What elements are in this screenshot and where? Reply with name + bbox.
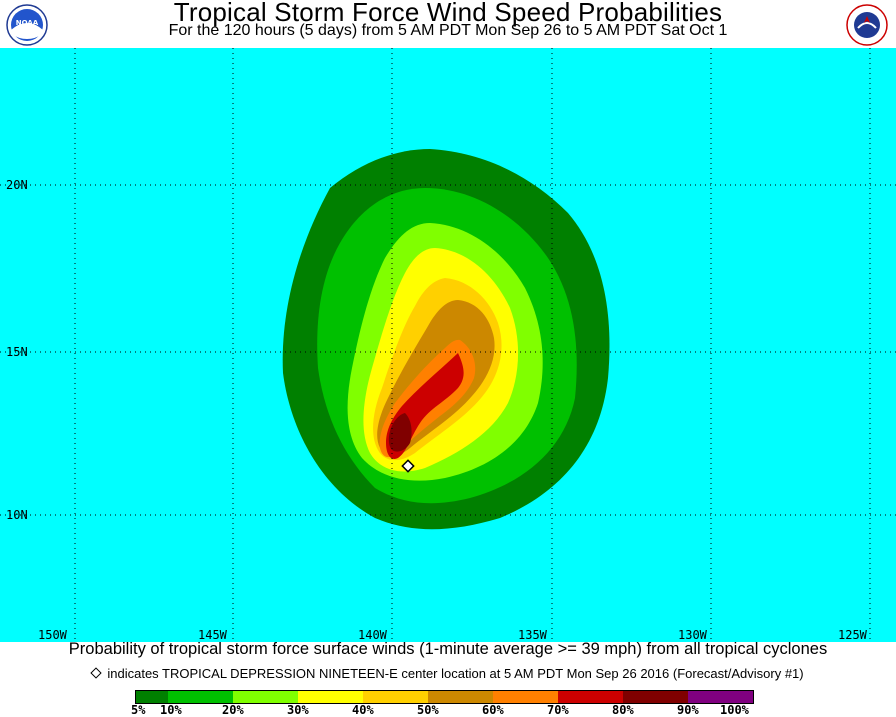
page-subtitle: For the 120 hours (5 days) from 5 AM PDT… <box>168 22 728 39</box>
map-canvas: 20N 15N 10N 150W 145W 140W 135W 130W 125… <box>0 48 896 642</box>
probability-map: 20N 15N 10N 150W 145W 140W 135W 130W 125… <box>0 48 896 642</box>
legend-colorbar <box>135 690 754 704</box>
legend-label: 70% <box>547 703 569 717</box>
legend-label: 10% <box>160 703 182 717</box>
legend-swatch <box>428 691 493 703</box>
svg-text:NOAA: NOAA <box>16 19 39 27</box>
lon-label: 150W <box>38 628 68 642</box>
longitude-labels: 150W 145W 140W 135W 130W 125W <box>38 628 868 642</box>
probability-field <box>282 149 610 530</box>
legend-swatch <box>168 691 233 703</box>
lat-lon-grid <box>0 48 896 642</box>
lon-label: 130W <box>678 628 708 642</box>
map-caption: Probability of tropical storm force surf… <box>68 640 828 658</box>
legend-swatch <box>493 691 558 703</box>
legend-label: 20% <box>222 703 244 717</box>
legend-label: 30% <box>287 703 309 717</box>
legend-label: 60% <box>482 703 504 717</box>
lat-label: 10N <box>6 508 28 522</box>
lat-label: 15N <box>6 345 28 359</box>
legend-label: 50% <box>417 703 439 717</box>
legend-swatch <box>623 691 688 703</box>
legend-label: 40% <box>352 703 374 717</box>
nws-logo-icon <box>846 4 888 46</box>
legend-swatch <box>363 691 428 703</box>
latitude-labels: 20N 15N 10N <box>6 178 28 522</box>
legend-label: 5% <box>131 703 146 717</box>
legend-swatch <box>558 691 623 703</box>
diamond-icon <box>90 667 103 679</box>
legend-swatch <box>233 691 298 703</box>
legend-swatch <box>136 691 168 703</box>
legend-label: 100% <box>720 703 749 717</box>
legend-label: 80% <box>612 703 634 717</box>
lon-label: 135W <box>518 628 548 642</box>
storm-center-note: indicates TROPICAL DEPRESSION NINETEEN-E… <box>0 666 896 681</box>
noaa-logo-icon: NOAA <box>6 4 48 46</box>
header: NOAA Tropical Storm Force Wind Speed Pro… <box>0 0 896 48</box>
page-title: Tropical Storm Force Wind Speed Probabil… <box>173 0 723 27</box>
legend-swatch <box>688 691 753 703</box>
storm-center-diamond-icon <box>401 459 415 473</box>
legend-swatch <box>298 691 363 703</box>
lon-label: 140W <box>358 628 388 642</box>
legend-label: 90% <box>677 703 699 717</box>
contour-80-percent <box>388 413 412 452</box>
storm-center-note-text: indicates TROPICAL DEPRESSION NINETEEN-E… <box>107 666 804 681</box>
lon-label: 125W <box>838 628 868 642</box>
probability-legend: 5% 10% 20% 30% 40% 50% 60% 70% 80% 90% 1… <box>0 688 896 717</box>
lon-label: 145W <box>198 628 228 642</box>
lat-label: 20N <box>6 178 28 192</box>
